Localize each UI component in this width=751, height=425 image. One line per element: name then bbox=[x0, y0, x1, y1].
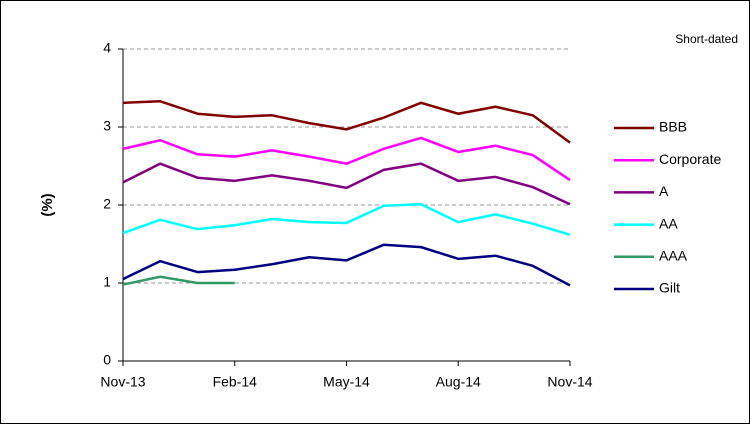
series-line bbox=[122, 202, 571, 236]
legend-label: AA bbox=[659, 215, 678, 231]
x-tick-label: May-14 bbox=[323, 374, 370, 390]
legend-label: Corporate bbox=[659, 151, 721, 167]
series-line bbox=[122, 100, 571, 144]
x-tick-label: Feb-14 bbox=[213, 374, 258, 390]
legend-label: BBB bbox=[659, 119, 687, 135]
series-line bbox=[122, 162, 571, 206]
x-tick-label: Nov-14 bbox=[547, 374, 592, 390]
legend-label: A bbox=[659, 183, 669, 199]
legend-label: AAA bbox=[659, 248, 688, 264]
x-tick-label: Aug-14 bbox=[436, 374, 481, 390]
y-axis-label: (%) bbox=[39, 193, 56, 216]
series-line bbox=[122, 243, 571, 287]
y-tick-label: 4 bbox=[103, 40, 111, 56]
legend-label: Gilt bbox=[659, 280, 680, 296]
y-tick-label: 2 bbox=[103, 196, 111, 212]
y-tick-label: 3 bbox=[103, 118, 111, 134]
series-line bbox=[122, 136, 571, 182]
series-line bbox=[122, 275, 235, 286]
y-tick-label: 0 bbox=[103, 352, 111, 368]
x-tick-label: Nov-13 bbox=[100, 374, 145, 390]
annotation: Short-dated bbox=[675, 32, 738, 46]
y-tick-label: 1 bbox=[103, 274, 111, 290]
